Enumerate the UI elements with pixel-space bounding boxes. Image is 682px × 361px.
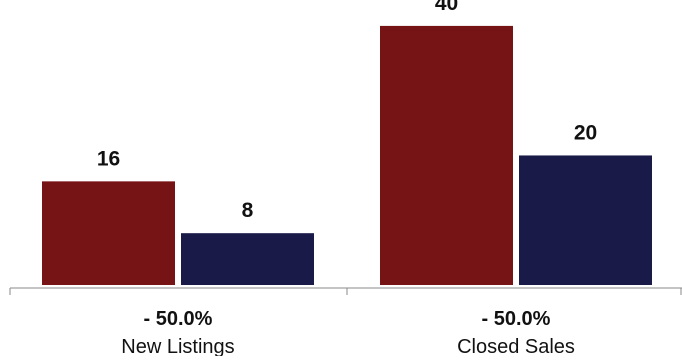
bars-group: [42, 25, 652, 286]
percent-change-label: - 50.0%: [482, 308, 551, 330]
bar-value-label: 16: [97, 147, 120, 170]
category-label: Closed Sales: [457, 336, 575, 356]
bar-value-label: 20: [574, 121, 597, 144]
bar-value-label: 8: [242, 199, 254, 222]
bar-closed-sales-series-1: [380, 25, 513, 286]
percent-change-label: - 50.0%: [144, 308, 213, 330]
category-label: New Listings: [121, 336, 234, 356]
bar-new-listings-series-1: [42, 181, 175, 285]
bar-value-label: 40: [435, 0, 458, 15]
value-labels-group: 16 8 40 20: [97, 0, 597, 222]
bar-closed-sales-series-2: [519, 155, 652, 285]
category-labels-group: - 50.0% New Listings - 50.0% Closed Sales: [121, 308, 575, 358]
x-axis: [9, 287, 682, 295]
bar-new-listings-series-2: [181, 233, 314, 285]
